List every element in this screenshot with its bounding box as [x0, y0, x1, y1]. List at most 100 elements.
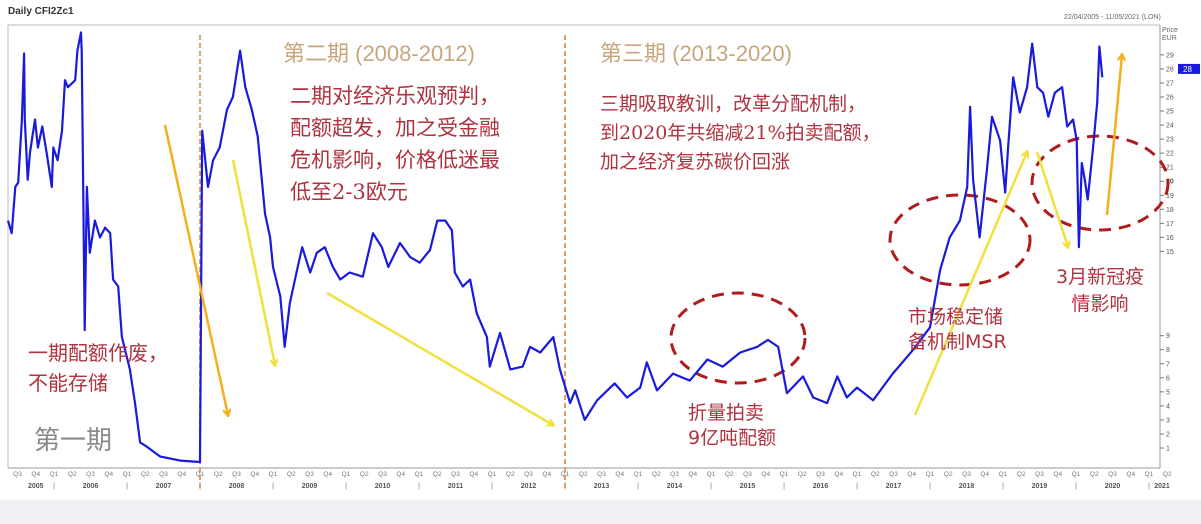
x-quarter-label: Q4: [834, 471, 843, 478]
price-label: Price: [1162, 27, 1178, 34]
x-year-label: 2008: [229, 483, 245, 490]
y-tick-label: 15: [1166, 249, 1174, 256]
y-axis-label: Price EUR: [1162, 27, 1178, 43]
x-year-separator: |: [783, 483, 785, 490]
phase3-note: 三期吸取教训，改革分配机制， 到2020年共缩减21%拍卖配额， 加之经济复苏碳…: [600, 90, 881, 177]
x-quarter-label: Q3: [670, 471, 679, 478]
x-year-separator: |: [126, 483, 128, 490]
x-quarter-label: Q4: [469, 471, 478, 478]
x-quarter-label: Q4: [615, 471, 624, 478]
x-year-label: 2019: [1032, 483, 1048, 490]
note-line: 不能存储: [28, 371, 108, 395]
y-tick-label: 23: [1166, 137, 1174, 144]
last-price-tag: [1178, 63, 1200, 74]
x-quarter-label: Q2: [360, 471, 369, 478]
y-tick-label: 16: [1166, 235, 1174, 242]
x-quarter-label: Q1: [634, 471, 643, 478]
x-quarter-label: Q2: [725, 471, 734, 478]
x-year-separator: |: [637, 483, 639, 490]
x-year-label: 2005: [28, 483, 44, 490]
y-tick-label: 20: [1166, 179, 1174, 186]
trend-arrow: [1035, 151, 1068, 247]
covid-note: 3月新冠疫 情影响: [1056, 264, 1144, 318]
x-year-separator: |: [856, 483, 858, 490]
x-quarter-label: Q3: [816, 471, 825, 478]
backloading-note: 折量拍卖 9亿吨配额: [688, 401, 776, 451]
trend-arrow: [326, 291, 553, 425]
note-line: 折量拍卖: [688, 402, 765, 424]
x-quarter-label: Q1: [123, 471, 132, 478]
x-quarter-label: Q4: [396, 471, 405, 478]
trend-arrow: [1105, 55, 1122, 216]
note-line: 一期配额作废，: [28, 341, 168, 365]
x-quarter-label: Q2: [214, 471, 223, 478]
note-line: 危机影响，价格低迷最: [290, 148, 500, 172]
highlight-ellipse: [888, 193, 1032, 287]
date-range: 22/04/2005 - 11/05/2021 (LON): [1064, 14, 1161, 21]
y-tick-label: 5: [1166, 389, 1170, 396]
y-tick-label: 4: [1166, 403, 1170, 410]
note-line: 3月新冠疫: [1056, 266, 1145, 288]
x-quarter-label: Q4: [323, 471, 332, 478]
y-tick-label: 28: [1166, 66, 1174, 73]
note-line: 情影响: [1071, 293, 1129, 315]
note-line: 9亿吨配额: [688, 427, 777, 449]
x-quarter-label: Q2: [652, 471, 661, 478]
last-price-tag-label: 28: [1183, 65, 1192, 74]
x-quarter-label: Q4: [1053, 471, 1062, 478]
bottom-band: [0, 500, 1201, 524]
x-year-label: 2018: [959, 483, 975, 490]
note-line: 二期对经济乐观预判，: [290, 84, 500, 108]
x-year-label: 2014: [667, 483, 683, 490]
trend-arrow: [163, 124, 228, 415]
x-quarter-label: Q1: [488, 471, 497, 478]
y-tick-label: 25: [1166, 109, 1174, 116]
y-tick-label: 29: [1166, 52, 1174, 59]
x-quarter-label: Q1: [926, 471, 935, 478]
x-quarter-label: Q3: [451, 471, 460, 478]
x-quarter-label: Q2: [287, 471, 296, 478]
x-year-separator: |: [272, 483, 274, 490]
chart-title: Daily CFI2Zc1: [8, 6, 74, 17]
x-quarter-label: Q3: [1035, 471, 1044, 478]
msr-note: 市场稳定储 备机制MSR: [908, 305, 1007, 355]
x-year-separator: |: [345, 483, 347, 490]
price-series-line: [6, 31, 1104, 464]
x-quarter-label: Q3: [743, 471, 752, 478]
x-year-separator: |: [710, 483, 712, 490]
x-quarter-label: Q4: [1126, 471, 1135, 478]
phase1-label: 第一期: [34, 425, 113, 455]
x-year-separator: |: [1075, 483, 1077, 490]
x-year-separator: |: [1002, 483, 1004, 490]
x-year-label: 2021: [1154, 483, 1170, 490]
x-quarter-label: Q4: [980, 471, 989, 478]
x-quarter-label: Q2: [1163, 471, 1172, 478]
x-quarter-label: Q1: [561, 471, 570, 478]
x-year-label: 2017: [886, 483, 902, 490]
x-quarter-label: Q3: [232, 471, 241, 478]
highlight-ellipse: [669, 291, 807, 385]
x-year-separator: |: [418, 483, 420, 490]
x-quarter-label: Q1: [415, 471, 424, 478]
unit-label: EUR: [1162, 35, 1177, 42]
x-quarter-label: Q2: [506, 471, 515, 478]
x-quarter-label: Q1: [707, 471, 716, 478]
x-quarter-label: Q2: [1017, 471, 1026, 478]
phase3-title: 第三期 (2013-2020): [600, 41, 792, 66]
phase2-title: 第二期 (2008-2012): [283, 41, 475, 66]
note-line: 到2020年共缩减21%拍卖配额，: [600, 122, 881, 144]
x-quarter-label: Q4: [31, 471, 40, 478]
y-tick-label: 6: [1166, 375, 1170, 382]
x-quarter-label: Q4: [907, 471, 916, 478]
x-quarter-label: Q2: [871, 471, 880, 478]
note-line: 市场稳定储: [908, 306, 1004, 328]
trend-arrow: [231, 159, 275, 365]
x-year-label: 2010: [375, 483, 391, 490]
x-quarter-label: Q3: [378, 471, 387, 478]
y-tick-label: 17: [1166, 221, 1174, 228]
y-tick-label: 27: [1166, 80, 1174, 87]
y-tick-label: 8: [1166, 347, 1170, 354]
trend-arrow: [913, 152, 1027, 416]
x-quarter-label: Q1: [196, 471, 205, 478]
